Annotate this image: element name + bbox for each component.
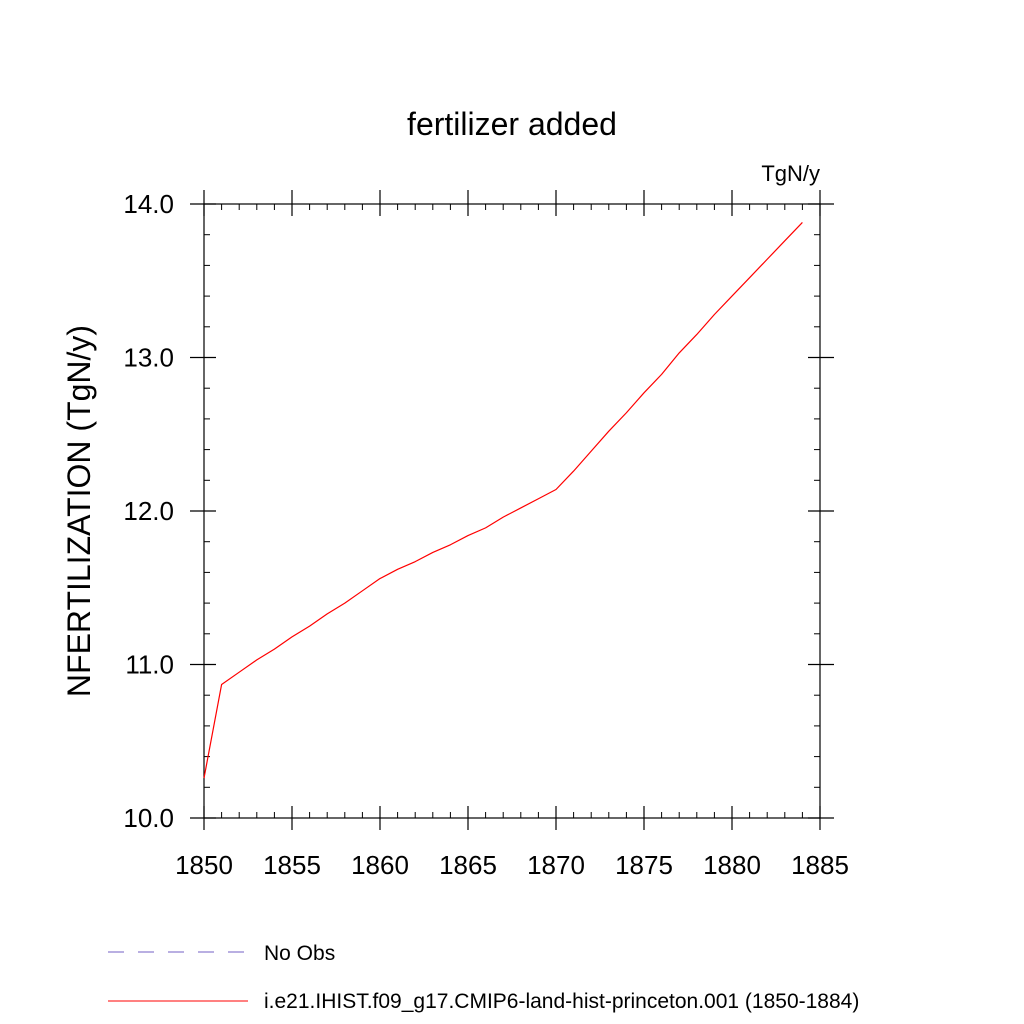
chart-title: fertilizer added: [407, 106, 617, 142]
major-ticks: [190, 190, 834, 830]
plot-frame: [203, 203, 821, 819]
x-tick-labels: 1850 1855 1860 1865 1870 1875 1880 1885: [175, 850, 849, 880]
legend: No Obs i.e21.IHIST.f09_g17.CMIP6-land-hi…: [108, 942, 859, 1013]
x-tick-label: 1870: [527, 850, 585, 880]
y-tick-label: 12.0: [123, 496, 174, 526]
x-tick-label: 1885: [791, 850, 849, 880]
x-tick-label: 1880: [703, 850, 761, 880]
y-tick-label: 13.0: [123, 343, 174, 373]
x-tick-label: 1875: [615, 850, 673, 880]
series-line-0: [203, 222, 803, 779]
y-tick-label: 10.0: [123, 803, 174, 833]
legend-label-model: i.e21.IHIST.f09_g17.CMIP6-land-hist-prin…: [264, 990, 859, 1013]
units-label: TgN/y: [761, 161, 820, 186]
y-tick-label: 14.0: [123, 189, 174, 219]
series-layer: [203, 222, 803, 779]
x-tick-label: 1850: [175, 850, 233, 880]
y-tick-labels: 10.0 11.0 12.0 13.0 14.0: [123, 189, 174, 833]
x-tick-label: 1855: [263, 850, 321, 880]
x-tick-label: 1865: [439, 850, 497, 880]
x-tick-label: 1860: [351, 850, 409, 880]
y-tick-label: 11.0: [125, 650, 174, 680]
legend-label-no-obs: No Obs: [264, 942, 335, 965]
y-axis-label: NFERTILIZATION (TgN/y): [61, 325, 97, 697]
minor-ticks: [203, 203, 821, 819]
